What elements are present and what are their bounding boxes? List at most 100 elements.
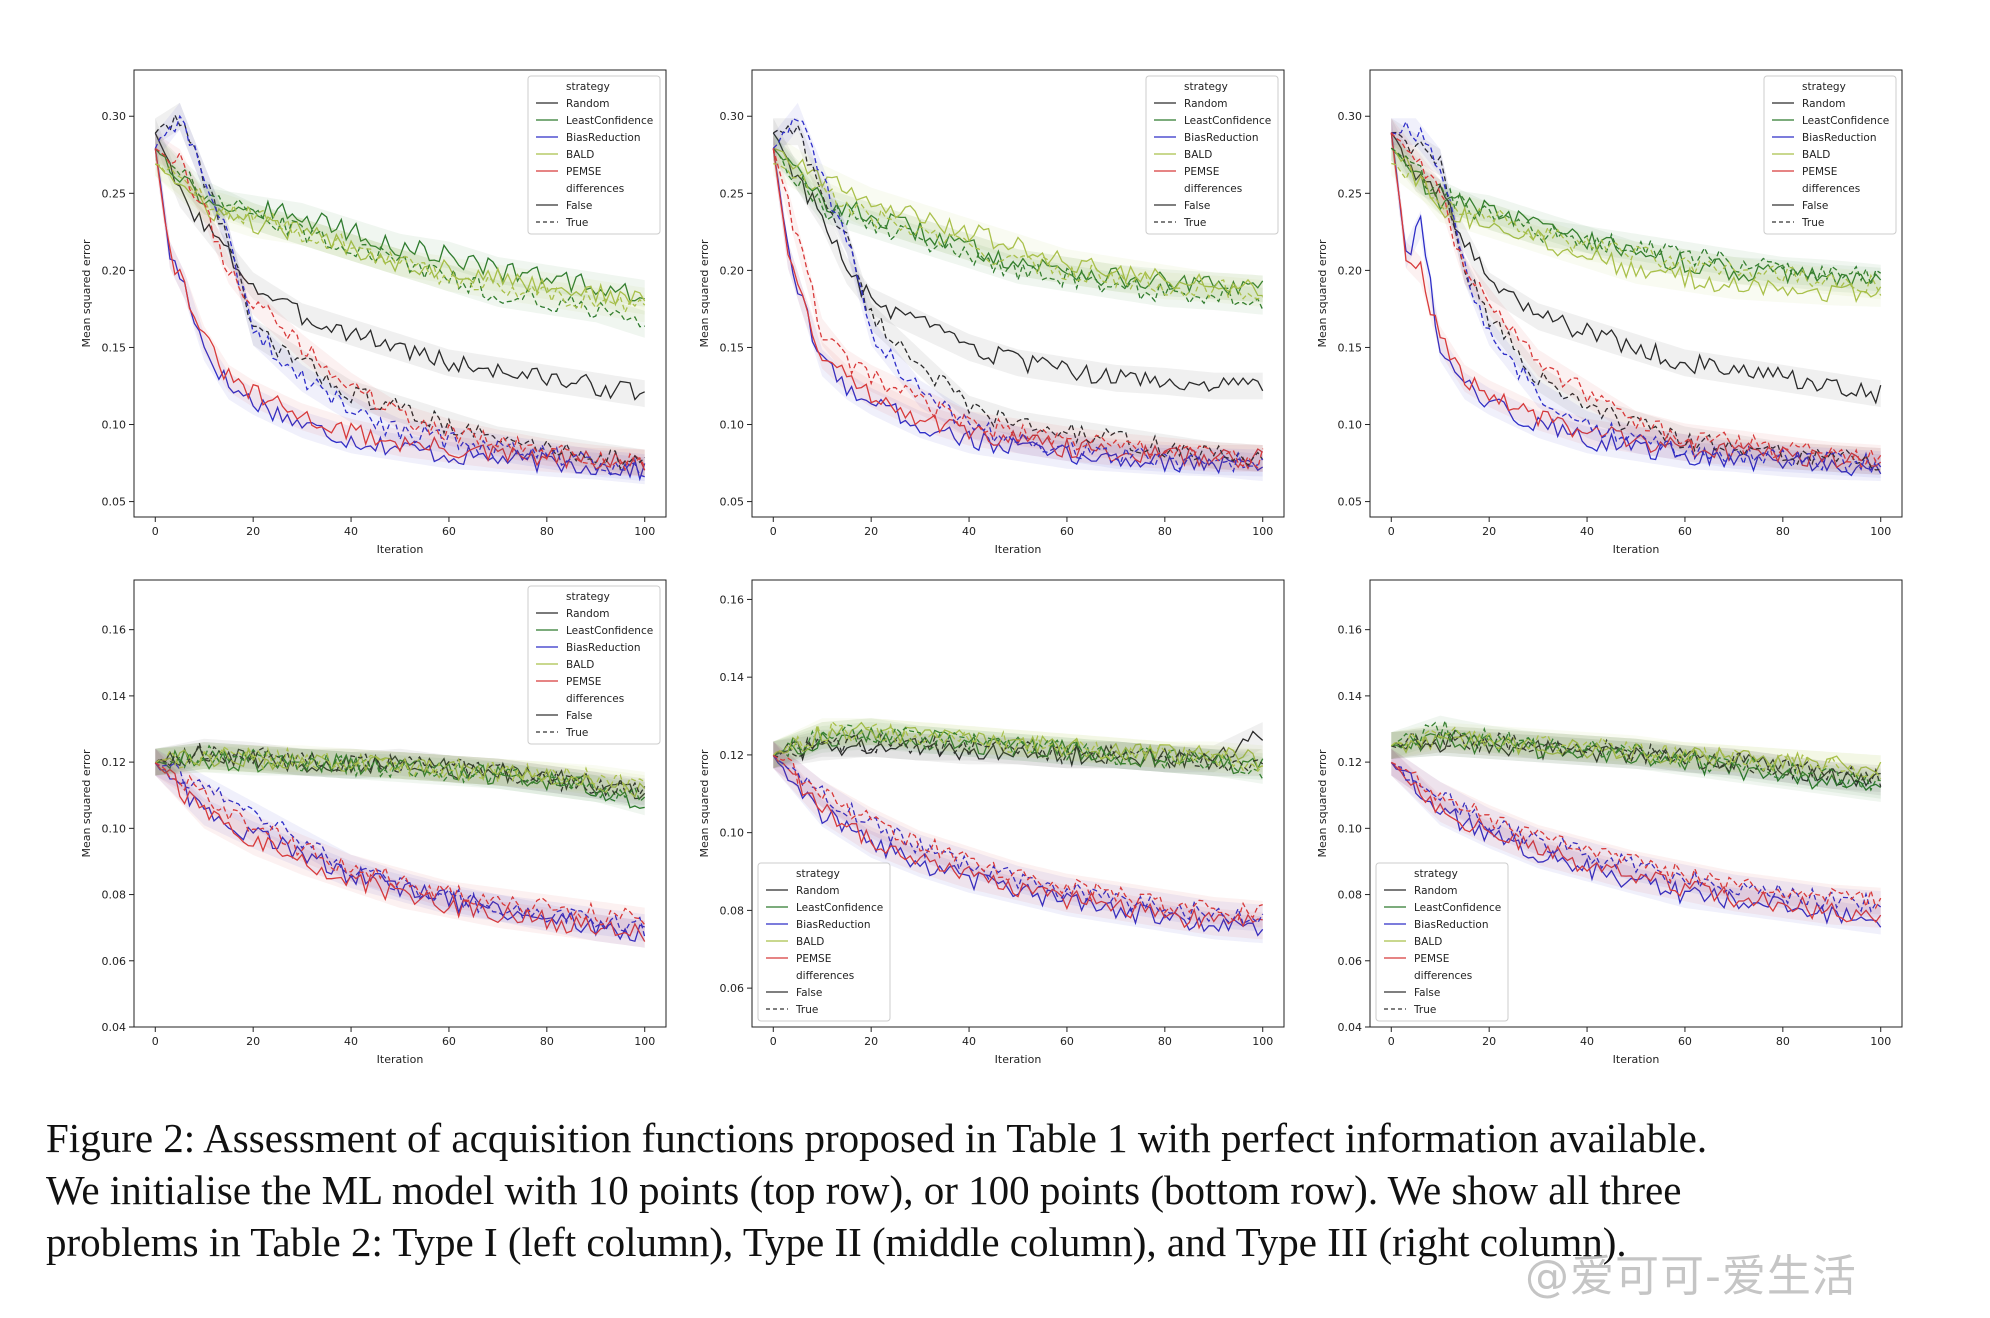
legend-entry: BiasReduction (1184, 132, 1259, 144)
legend-title: differences (566, 693, 624, 705)
legend-entry: PEMSE (566, 166, 601, 178)
legend-title: differences (1802, 183, 1860, 195)
y-tick-label: 0.12 (1338, 756, 1363, 769)
legend-entry: BiasReduction (1802, 132, 1877, 144)
y-tick-label: 0.06 (102, 955, 127, 968)
y-tick-label: 0.08 (1338, 889, 1363, 902)
legend-entry: True (565, 727, 588, 739)
series-line-bald-solid (1390, 147, 1882, 304)
x-tick-label: 100 (634, 1035, 655, 1048)
series-line-biasreduction-dashed (154, 114, 645, 478)
confidence-band (155, 748, 645, 948)
x-tick-label: 0 (152, 525, 159, 538)
confidence-band (155, 133, 645, 338)
x-tick-label: 80 (540, 525, 554, 538)
x-tick-label: 0 (770, 1035, 777, 1048)
legend-entry: Random (566, 98, 609, 110)
legend-entry: PEMSE (1184, 166, 1219, 178)
y-tick-label: 0.10 (720, 419, 745, 432)
legend-entry: LeastConfidence (566, 115, 653, 127)
legend: strategy Random LeastConfidence BiasReducti… (527, 585, 661, 745)
series-line-pemse-dashed (1390, 132, 1882, 468)
series-line-bald-solid (1390, 730, 1882, 778)
figure-grid: 0 20 40 60 80 100 0.05 0.10 0.15 0.20 0.25 0.30 Iter… (70, 60, 1906, 1070)
confidence-band (155, 149, 645, 323)
legend-entry: Random (566, 608, 609, 620)
y-tick-label: 0.12 (102, 756, 127, 769)
legend-entry: LeastConfidence (796, 902, 883, 914)
series-line-biasreduction-solid (772, 755, 1264, 937)
series-line-random-dashed (154, 113, 646, 471)
series-line-leastconfidence-solid (154, 148, 645, 302)
x-axis-label: Iteration (995, 543, 1042, 556)
x-tick-label: 100 (1252, 525, 1273, 538)
series-line-leastconfidence-solid (1391, 731, 1882, 791)
y-tick-label: 0.20 (720, 264, 745, 277)
x-tick-label: 60 (1678, 525, 1692, 538)
confidence-band (1391, 133, 1881, 292)
y-tick-label: 0.15 (102, 341, 127, 354)
confidence-band (155, 748, 645, 942)
x-tick-label: 80 (1776, 525, 1790, 538)
series-line-bald-dashed (154, 746, 646, 794)
y-tick-label: 0.10 (102, 419, 127, 432)
legend-entry: PEMSE (1802, 166, 1837, 178)
y-tick-label: 0.30 (102, 110, 127, 123)
x-tick-label: 60 (1060, 1035, 1074, 1048)
y-axis-label: Mean squared error (1316, 749, 1329, 858)
series-line-random-solid (1390, 132, 1882, 405)
confidence-band (155, 149, 645, 315)
chart-panel-top-right: 0 20 40 60 80 100 0.05 0.10 0.15 0.20 0.25 0.30 Iter… (1306, 60, 1906, 560)
x-tick-label: 0 (1388, 1035, 1395, 1048)
x-tick-label: 40 (1580, 1035, 1594, 1048)
legend-title: strategy (796, 868, 840, 880)
confidence-band (1391, 149, 1881, 300)
legend-entry: PEMSE (796, 953, 831, 965)
y-tick-label: 0.14 (720, 671, 745, 684)
x-axis-label: Iteration (377, 543, 424, 556)
confidence-band (155, 118, 645, 408)
x-tick-label: 60 (1060, 525, 1074, 538)
series-line-biasreduction-dashed (1391, 119, 1882, 476)
y-tick-label: 0.25 (102, 187, 127, 200)
x-axis-label: Iteration (1613, 543, 1660, 556)
legend-entry: LeastConfidence (566, 625, 653, 637)
legend-title: strategy (1802, 81, 1846, 93)
legend-entry: BiasReduction (566, 642, 641, 654)
series-line-biasreduction-dashed (772, 117, 1264, 474)
series-line-leastconfidence-solid (1390, 147, 1882, 288)
confidence-band (1391, 725, 1881, 793)
x-tick-label: 20 (864, 1035, 878, 1048)
series-line-bald-solid (772, 721, 1264, 770)
series-line-pemse-dashed (772, 148, 1264, 469)
series-line-leastconfidence-dashed (1390, 718, 1881, 792)
plot-frame (751, 69, 1285, 518)
confidence-band (1391, 118, 1881, 475)
y-tick-label: 0.15 (720, 341, 745, 354)
y-tick-label: 0.16 (1338, 624, 1363, 637)
chart-svg: 0 20 40 60 80 100 0.04 0.06 0.08 0.10 0.12 0.14 0.16… (1316, 579, 1903, 1066)
chart-panel-bottom-left: 0 20 40 60 80 100 0.04 0.06 0.08 0.10 0.12 0.14 0.16… (70, 570, 670, 1070)
chart-panel-bottom-middle: 0 20 40 60 80 100 0.06 0.08 0.10 0.12 0.14 0.16 Iter… (688, 570, 1288, 1070)
x-tick-label: 20 (246, 525, 260, 538)
confidence-band (773, 741, 1263, 940)
confidence-band (155, 133, 645, 307)
legend-entry: False (1184, 200, 1210, 212)
x-tick-label: 40 (1580, 525, 1594, 538)
confidence-band (773, 718, 1263, 777)
x-tick-label: 20 (1482, 1035, 1496, 1048)
series-line-bald-solid (773, 147, 1263, 297)
confidence-band (1391, 748, 1881, 915)
legend-entry: BiasReduction (796, 919, 871, 931)
confidence-band (1391, 748, 1881, 935)
chart-svg: 0 20 40 60 80 100 0.06 0.08 0.10 0.12 0.14 0.16 Iter… (698, 579, 1285, 1066)
y-tick-label: 0.20 (102, 264, 127, 277)
confidence-band (155, 102, 645, 477)
y-tick-label: 0.06 (1338, 955, 1363, 968)
y-axis-label: Mean squared error (698, 749, 711, 858)
legend-entry: BiasReduction (1414, 919, 1489, 931)
legend-title: differences (1414, 970, 1472, 982)
x-tick-label: 60 (1678, 1035, 1692, 1048)
series-line-pemse-dashed (772, 754, 1263, 922)
series-line-random-solid (154, 132, 645, 401)
